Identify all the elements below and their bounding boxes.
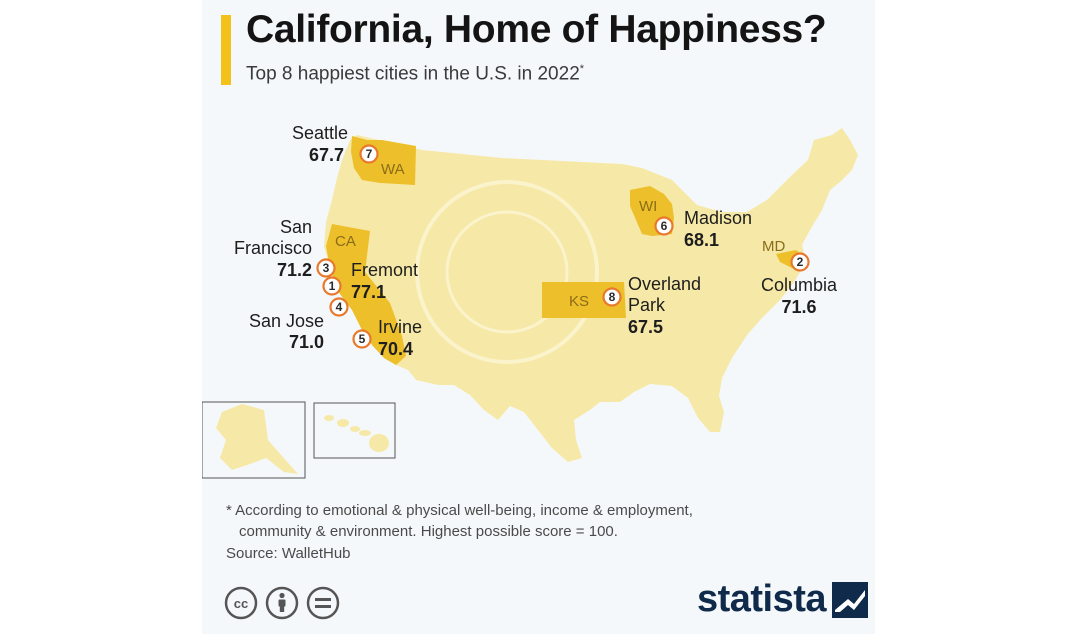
state-label-wa: WA [381,161,405,178]
city-name-irvine: Irvine [378,317,422,337]
accent-bar [221,15,231,85]
state-label-md: MD [762,238,785,255]
hawaii-shape [324,415,389,452]
state-label-wi: WI [639,198,657,215]
hawaii-inset-frame [313,402,396,459]
state-label-ca: CA [335,233,356,250]
page-title: California, Home of Happiness? [246,8,827,51]
alaska-inset-frame [202,401,306,479]
rank-marker-5: 5 [352,329,372,349]
city-score-columbia: 71.6 [781,297,816,317]
city-score-seattle: 67.7 [309,145,344,165]
rank-number-8: 8 [609,290,616,304]
footnote-line-1: * According to emotional & physical well… [226,502,693,519]
city-name-san-jose: San Jose [249,311,324,331]
rank-marker-3: 3 [316,258,336,278]
license-icons: cc [224,586,354,627]
statista-logo-icon [832,581,868,618]
alaska-shape [216,404,298,474]
footnote-line-2: community & environment. Highest possibl… [239,523,618,540]
footnote: * According to emotional & physical well… [226,500,693,542]
rank-number-6: 6 [661,219,668,233]
rank-number-5: 5 [359,332,366,346]
rank-marker-7: 7 [359,144,379,164]
state-label-ks: KS [569,293,589,310]
rank-number-1: 1 [329,279,336,293]
city-name-columbia: Columbia [761,275,838,295]
subtitle-text: Top 8 happiest cities in the U.S. in 202… [246,63,580,85]
city-score-san-francisco: 71.2 [277,260,312,280]
rank-number-7: 7 [366,147,373,161]
city-score-irvine: 70.4 [378,339,413,359]
rank-marker-4: 4 [329,297,349,317]
rank-number-3: 3 [323,261,330,275]
statista-brand: statista [697,578,868,621]
city-name-madison: Madison [684,208,752,228]
no-derivatives-icon [306,586,340,620]
watermark-ring [415,180,599,364]
rank-number-4: 4 [336,300,343,314]
source-text: Source: WalletHub [226,545,351,562]
rank-marker-8: 8 [602,287,622,307]
city-name-overland-park-line1: Overland [628,274,701,294]
rank-number-2: 2 [797,255,804,269]
infographic-card: California, Home of Happiness? Top 8 hap… [202,0,875,634]
city-name-fremont: Fremont [351,260,418,280]
rank-marker-6: 6 [654,216,674,236]
watermark-ring-inner [445,210,569,334]
city-name-overland-park-line2: Park [628,295,666,315]
city-score-fremont: 77.1 [351,282,386,302]
cc-icon: cc [224,586,258,620]
attribution-icon [265,586,299,620]
city-name-san-francisco-line2: Francisco [234,238,312,258]
rank-marker-1: 1 [322,276,342,296]
city-score-overland-park: 67.5 [628,317,663,337]
subtitle-footnote-marker: * [579,63,585,75]
city-score-san-jose: 71.0 [289,332,324,352]
city-name-san-francisco-line1: San [280,217,312,237]
statista-wordmark: statista [696,578,827,620]
rank-marker-2: 2 [790,252,810,272]
subtitle: Top 8 happiest cities in the U.S. in 202… [246,63,584,85]
svg-text:cc: cc [234,596,248,611]
city-score-madison: 68.1 [684,230,719,250]
us-map: WA CA WI KS MD Seattle 67.7 San Francisc… [202,123,858,479]
state-ca [326,224,406,365]
city-name-seattle: Seattle [292,123,348,143]
